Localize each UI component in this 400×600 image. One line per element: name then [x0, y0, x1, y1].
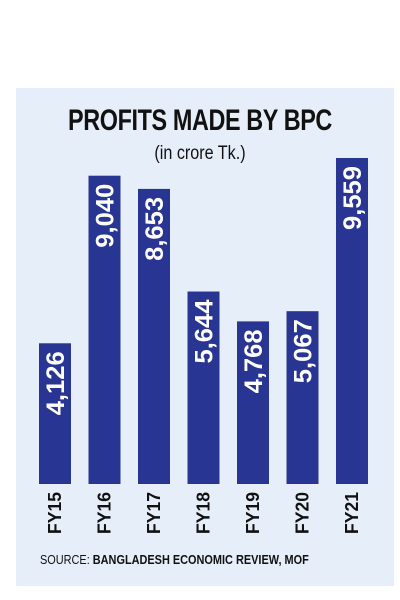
- bar-fy16: [88, 175, 121, 485]
- bar-fy17: [138, 188, 170, 485]
- value-label-fy18: 5,644: [191, 299, 219, 363]
- value-label-fy20: 5,067: [290, 319, 318, 383]
- value-label-fy15: 4,126: [42, 351, 70, 415]
- category-label-fy17: FY17: [144, 492, 164, 534]
- category-label-fy20: FY20: [293, 492, 313, 534]
- bar-fy21: [336, 158, 368, 484]
- source-text: BANGLADESH ECONOMIC REVIEW, MOF: [92, 552, 309, 567]
- source-note: SOURCE: BANGLADESH ECONOMIC REVIEW, MOF: [40, 552, 326, 567]
- value-label-fy16: 9,040: [92, 184, 120, 248]
- category-label-fy16: FY16: [95, 492, 115, 534]
- chart-subtitle: (in crore Tk.): [154, 143, 246, 164]
- bar-fy19: [237, 321, 269, 484]
- bar-fy18: [187, 291, 220, 484]
- category-label-fy19: FY19: [243, 492, 263, 534]
- value-label-fy21: 9,559: [339, 166, 367, 230]
- category-label-fy15: FY15: [45, 492, 65, 534]
- bar-fy15: [39, 343, 71, 484]
- category-label-fy18: FY18: [194, 492, 214, 534]
- value-label-fy19: 4,768: [240, 329, 268, 393]
- chart-title: PROFITS MADE BY BPC: [68, 104, 332, 137]
- value-label-fy17: 8,653: [141, 197, 169, 261]
- bar-fy20: [286, 311, 319, 484]
- source-prefix: SOURCE:: [40, 552, 93, 567]
- category-label-fy21: FY21: [342, 492, 362, 534]
